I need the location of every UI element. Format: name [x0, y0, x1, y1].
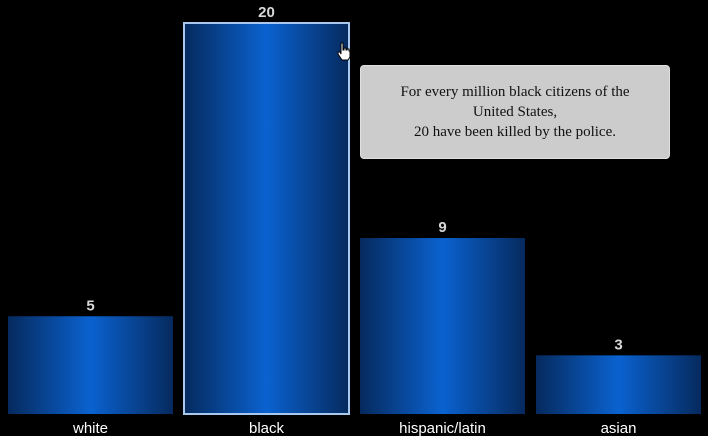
value-label-black: 20: [258, 4, 275, 21]
bar-hispanic-latin[interactable]: [360, 238, 525, 414]
value-label-hispanic-latin: 9: [438, 219, 446, 236]
tooltip-line-1: For every million black citizens of the: [400, 84, 630, 100]
tooltip-line-2: United States,: [472, 104, 558, 120]
value-label-asian: 3: [614, 336, 622, 353]
category-label-white: white: [72, 420, 108, 436]
bar-black[interactable]: [183, 22, 350, 415]
category-label-black: black: [249, 420, 285, 436]
tooltip: For every million black citizens of the …: [360, 65, 670, 159]
bar-asian[interactable]: [536, 355, 701, 414]
bars-group: 5 white 20 black 9 hispanic/latin 3 asian: [8, 4, 701, 436]
value-label-white: 5: [86, 297, 94, 314]
bar-white[interactable]: [8, 316, 173, 414]
tooltip-line-3: 20 have been killed by the police.: [413, 124, 617, 140]
category-label-hispanic-latin: hispanic/latin: [399, 420, 486, 436]
category-label-asian: asian: [601, 420, 637, 436]
hand-pointer-icon: [337, 42, 351, 61]
